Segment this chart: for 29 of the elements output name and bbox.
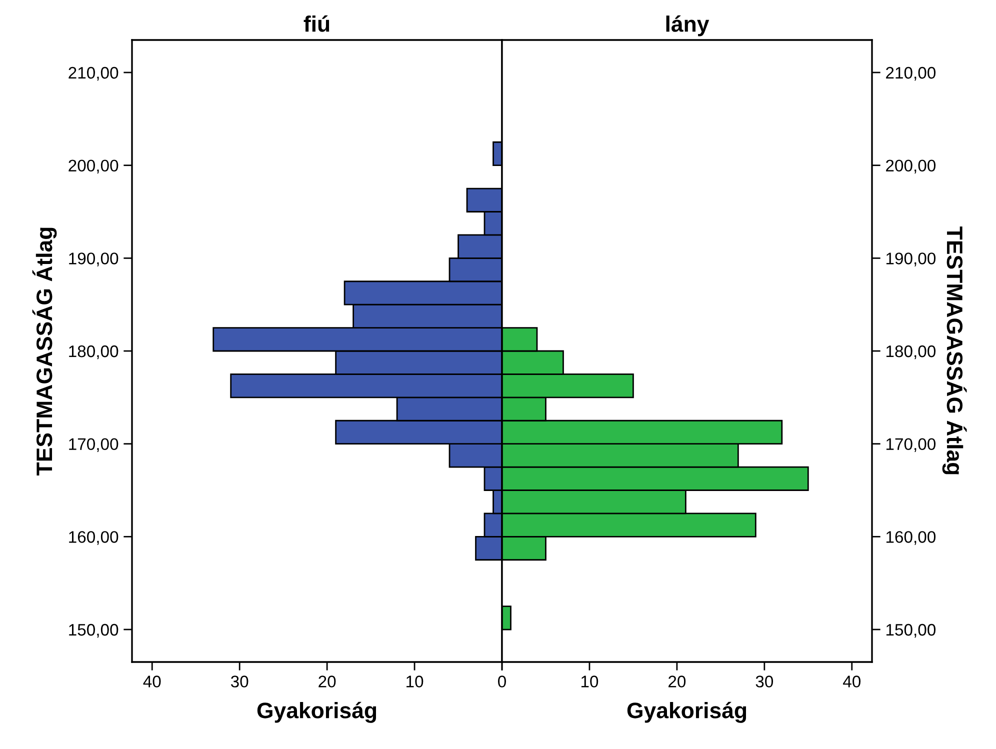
x-tick-label: 0: [498, 676, 506, 688]
y-axis-title: TESTMAGASSÁG Átlag: [32, 228, 57, 476]
y-tick-label: 180,00: [886, 345, 936, 360]
chart-title: lány: [666, 15, 710, 36]
chart-title: fiú: [304, 15, 330, 32]
y-tick-label: 180,00: [69, 345, 118, 360]
x-tick-label: 30: [756, 676, 774, 688]
x-axis-title: Gyakoriság: [257, 702, 376, 723]
y-tick-label: 190,00: [886, 252, 936, 266]
y-tick-label: 170,00: [69, 438, 118, 452]
y-tick-label: 200,00: [886, 160, 936, 174]
y-tick-label: 210,00: [68, 66, 118, 81]
y-tick-label: 210,00: [886, 66, 936, 81]
y-axis-title: TESTMAGASSÁG Átlag: [942, 226, 967, 474]
y-tick-label: 150,00: [69, 624, 118, 638]
x-tick-label: 20: [668, 676, 686, 688]
y-tick-label: 150,00: [886, 624, 936, 638]
y-tick-label: 200,00: [68, 160, 118, 174]
x-tick-label: 20: [318, 676, 336, 688]
x-tick-label: 10: [406, 676, 424, 688]
x-tick-label: 30: [230, 676, 248, 688]
y-tick-label: 160,00: [886, 531, 936, 545]
x-axis-title: Gyakoriság: [627, 702, 746, 723]
y-tick-label: 190,00: [69, 252, 118, 266]
x-tick-label: 10: [581, 676, 598, 688]
y-tick-label: 170,00: [886, 438, 936, 452]
x-tick-label: 40: [143, 676, 161, 688]
y-tick-label: 160,00: [69, 531, 118, 545]
x-tick-label: 40: [842, 676, 860, 688]
